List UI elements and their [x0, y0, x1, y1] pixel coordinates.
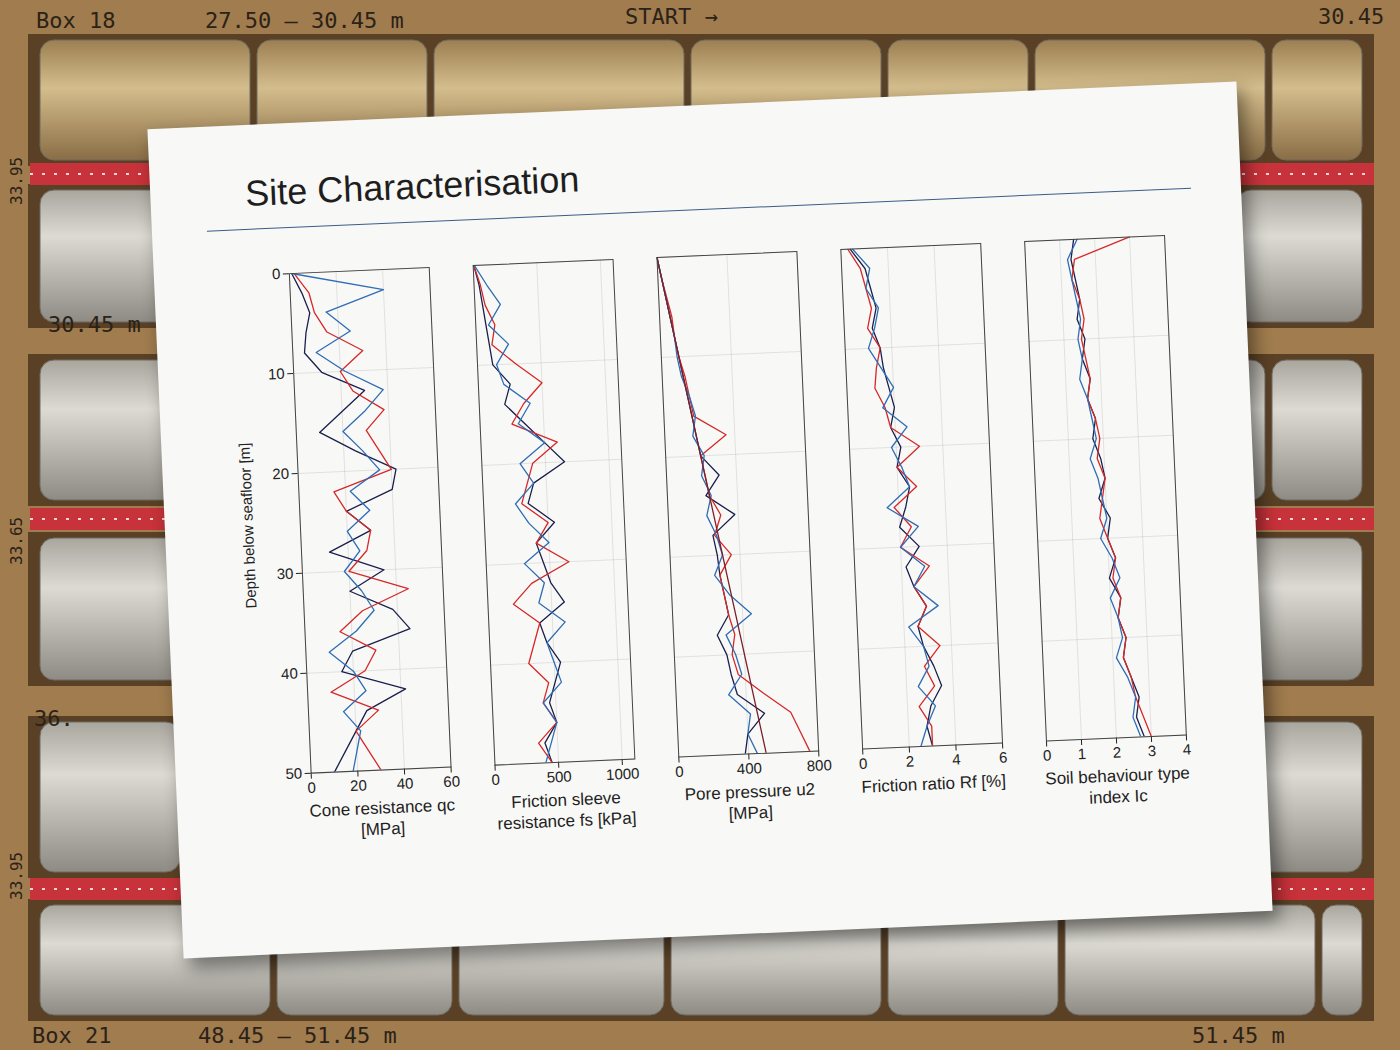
svg-text:48.45 – 51.45 m: 48.45 – 51.45 m — [198, 1023, 397, 1048]
svg-text:33.65: 33.65 — [7, 517, 26, 565]
html-text:Cone resistance qc [MPa]: Cone resistance qc [MPa] — [309, 795, 456, 840]
svg-text:1000: 1000 — [606, 764, 640, 782]
svg-text:2: 2 — [1112, 743, 1121, 760]
html-text:Soil behaviour type index Ic: Soil behaviour type index Ic — [1044, 763, 1191, 808]
svg-text:40: 40 — [281, 664, 298, 682]
svg-text:51.45 m: 51.45 m — [1192, 1023, 1285, 1048]
svg-text:500: 500 — [546, 767, 572, 785]
svg-text:1: 1 — [1078, 745, 1087, 762]
html-text:Site Characterisation: Site Characterisation — [244, 158, 581, 214]
html-text:Friction ratio Rf [%]: Friction ratio Rf [%] — [861, 771, 1007, 797]
svg-text:27.50 – 30.45 m: 27.50 – 30.45 m — [205, 8, 404, 33]
svg-text:4: 4 — [1182, 740, 1191, 757]
svg-text:3: 3 — [1147, 742, 1156, 759]
svg-text:Box 18: Box 18 — [36, 8, 115, 33]
svg-text:START →: START → — [625, 4, 718, 29]
svg-text:36.: 36. — [34, 706, 74, 731]
svg-text:400: 400 — [736, 759, 762, 777]
svg-text:0: 0 — [491, 771, 500, 788]
svg-text:50: 50 — [285, 764, 302, 782]
svg-text:0: 0 — [859, 755, 868, 772]
svg-text:33.95: 33.95 — [7, 852, 26, 900]
svg-text:20: 20 — [272, 465, 289, 483]
svg-text:0: 0 — [675, 763, 684, 780]
svg-text:800: 800 — [806, 756, 832, 774]
svg-text:0: 0 — [272, 265, 281, 282]
svg-text:Box 21: Box 21 — [32, 1023, 111, 1048]
svg-text:0: 0 — [1043, 746, 1052, 763]
html-text:Friction sleeve resistance fs: Friction sleeve resistance fs [kPa] — [497, 788, 637, 834]
svg-text:40: 40 — [396, 774, 413, 792]
svg-text:20: 20 — [350, 776, 367, 794]
svg-text:60: 60 — [443, 772, 460, 790]
html-text:Pore pressure u2 [MPa]: Pore pressure u2 [MPa] — [684, 779, 816, 824]
svg-text:30.45 m: 30.45 m — [48, 312, 141, 337]
svg-text:33.95: 33.95 — [7, 157, 26, 205]
svg-text:10: 10 — [268, 365, 285, 383]
svg-text:0: 0 — [307, 779, 316, 796]
svg-text:Depth below seafloor [m]: Depth below seafloor [m] — [235, 442, 259, 609]
svg-text:6: 6 — [999, 748, 1008, 765]
svg-text:4: 4 — [952, 750, 961, 767]
svg-text:30.45: 30.45 — [1318, 4, 1384, 29]
svg-text:30: 30 — [276, 565, 293, 583]
svg-text:2: 2 — [905, 752, 914, 769]
